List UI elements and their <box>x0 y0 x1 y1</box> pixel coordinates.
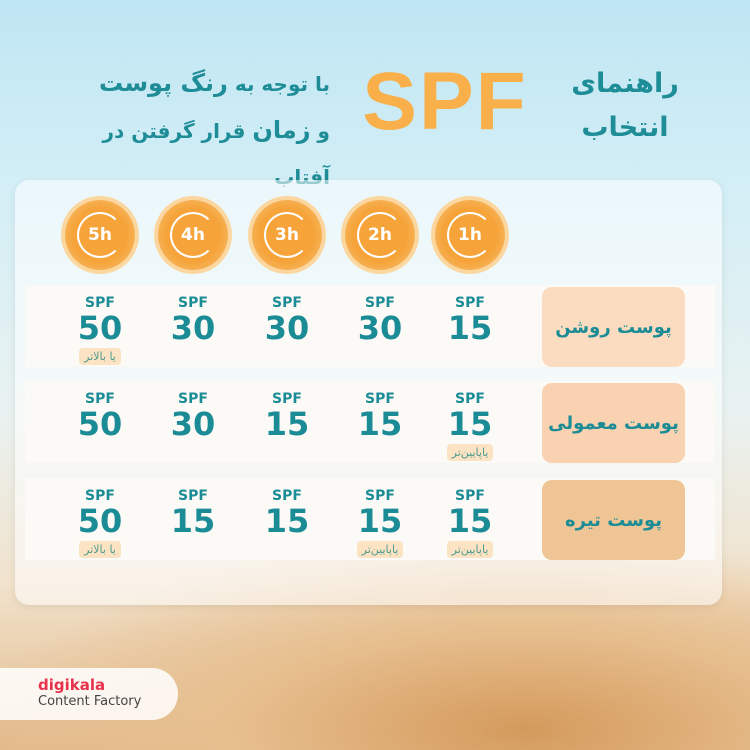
spf-value: 30 <box>264 309 310 347</box>
subtitle-text: با توجه به <box>227 72 330 96</box>
spf-label: SPF <box>365 391 395 407</box>
spf-value: 15 <box>357 502 403 540</box>
hour-clock-icon: 4h <box>158 200 228 270</box>
spf-value: 50 <box>77 405 123 443</box>
brand-logo: digikala Content Factory <box>0 668 178 720</box>
spf-cell: SPF 15 یاپایین‌تر <box>425 391 515 461</box>
spf-cell: SPF 30 <box>148 295 238 345</box>
spf-value: 15 <box>447 309 493 347</box>
spf-label: SPF <box>85 488 115 504</box>
spf-label: SPF <box>178 391 208 407</box>
spf-note: یاپایین‌تر <box>446 541 494 558</box>
subtitle-text: و <box>310 119 330 143</box>
skin-type-label: پوست معمولی <box>542 383 685 463</box>
spf-value: 15 <box>447 405 493 443</box>
title-line: راهنمای <box>571 68 679 99</box>
spf-cell: SPF 15 <box>242 391 332 441</box>
spf-label: SPF <box>85 391 115 407</box>
spf-value: 15 <box>264 502 310 540</box>
spf-label: SPF <box>178 488 208 504</box>
title-line: انتخاب <box>581 112 669 143</box>
spf-label: SPF <box>178 295 208 311</box>
spf-value: 15 <box>447 502 493 540</box>
spf-note: یا بالاتر <box>79 348 121 365</box>
hour-clock-icon: 1h <box>435 200 505 270</box>
spf-cell: SPF 50 یا بالاتر <box>55 488 145 558</box>
spf-label: SPF <box>272 295 302 311</box>
spf-cell: SPF 15 یاپایین‌تر <box>335 488 425 558</box>
brand-sub: Content Factory <box>38 694 142 709</box>
spf-label: SPF <box>85 295 115 311</box>
spf-label: SPF <box>455 295 485 311</box>
spf-note: یاپایین‌تر <box>356 541 404 558</box>
spf-value: 50 <box>77 502 123 540</box>
spf-value: 15 <box>170 502 216 540</box>
skin-type-label: پوست روشن <box>542 287 685 367</box>
subtitle-bold: رنگ پوست <box>99 69 228 97</box>
spf-label: SPF <box>272 488 302 504</box>
spf-cell: SPF 30 <box>148 391 238 441</box>
spf-label: SPF <box>272 391 302 407</box>
spf-value: 15 <box>264 405 310 443</box>
brand-name: digikala <box>38 676 106 694</box>
spf-label: SPF <box>365 488 395 504</box>
spf-cell: SPF 15 <box>148 488 238 538</box>
hour-clock-icon: 5h <box>65 200 135 270</box>
spf-cell: SPF 15 یاپایین‌تر <box>425 488 515 558</box>
spf-value: 30 <box>357 309 403 347</box>
spf-cell: SPF 15 <box>335 391 425 441</box>
spf-cell: SPF 50 یا بالاتر <box>55 295 145 365</box>
spf-label: SPF <box>455 391 485 407</box>
spf-note: یا بالاتر <box>79 541 121 558</box>
spf-cell: SPF 50 <box>55 391 145 441</box>
spf-value: 30 <box>170 309 216 347</box>
hour-clock-icon: 3h <box>252 200 322 270</box>
skin-type-label: پوست تیره <box>542 480 685 560</box>
spf-cell: SPF 30 <box>242 295 332 345</box>
subtitle-bold: زمان <box>252 116 311 144</box>
spf-label: SPF <box>365 295 395 311</box>
title-right: راهنمای انتخاب <box>570 62 680 150</box>
hour-clock-icon: 2h <box>345 200 415 270</box>
spf-cell: SPF 15 <box>242 488 332 538</box>
spf-value: 30 <box>170 405 216 443</box>
spf-label: SPF <box>455 488 485 504</box>
spf-cell: SPF 30 <box>335 295 425 345</box>
subtitle-text: قرار گرفتن در آفتاب <box>102 119 330 189</box>
spf-note: یاپایین‌تر <box>446 444 494 461</box>
spf-value: 15 <box>357 405 403 443</box>
spf-cell: SPF 15 <box>425 295 515 345</box>
spf-value: 50 <box>77 309 123 347</box>
title-spf: SPF <box>362 56 528 147</box>
subtitle: با توجه به رنگ پوست و زمان قرار گرفتن در… <box>60 60 330 200</box>
